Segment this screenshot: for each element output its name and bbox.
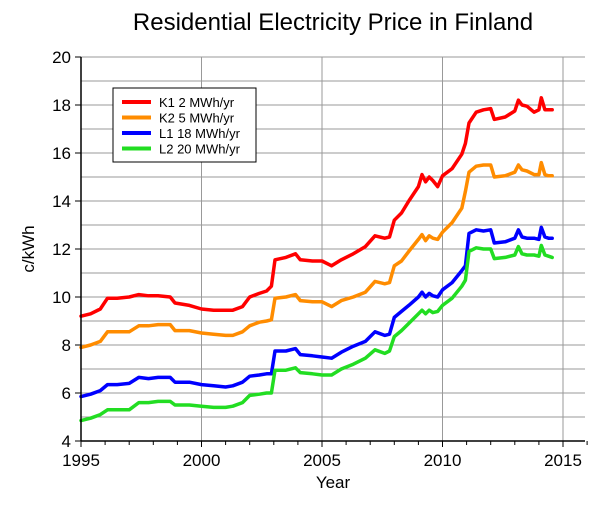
y-tick-label: 10 <box>52 288 71 307</box>
x-tick-label: 2005 <box>303 451 341 470</box>
y-tick-label: 6 <box>62 384 71 403</box>
x-axis-title: Year <box>316 473 351 492</box>
y-tick-label: 14 <box>52 192 71 211</box>
series-line-3 <box>79 225 554 399</box>
y-tick-label: 16 <box>52 144 71 163</box>
series-lines <box>79 96 554 423</box>
y-axis-title: c/kWh <box>19 225 38 272</box>
x-tick-label: 2015 <box>544 451 582 470</box>
series-line-2 <box>79 160 554 350</box>
legend-label: L1 18 MWh/yr <box>159 126 241 141</box>
x-tick-label: 2000 <box>183 451 221 470</box>
tick-labels: 4 6 8 10 12 14 16 18 20 1995 2000 2005 2010 2015 <box>52 48 582 470</box>
y-tick-label: 8 <box>62 336 71 355</box>
axes <box>75 56 588 447</box>
y-tick-label: 12 <box>52 240 71 259</box>
series-line-4 <box>79 243 554 423</box>
legend-label: K1 2 MWh/yr <box>159 95 235 110</box>
series-line-1 <box>79 96 554 318</box>
y-tick-label: 20 <box>52 48 71 67</box>
chart-title: Residential Electricity Price in Finland <box>133 9 533 36</box>
legend-label: L2 20 MWh/yr <box>159 142 241 157</box>
y-tick-label: 18 <box>52 96 71 115</box>
x-tick-label: 2010 <box>424 451 462 470</box>
legend-label: K2 5 MWh/yr <box>159 111 235 126</box>
y-tick-label: 4 <box>62 432 71 451</box>
x-tick-label: 1995 <box>62 451 100 470</box>
